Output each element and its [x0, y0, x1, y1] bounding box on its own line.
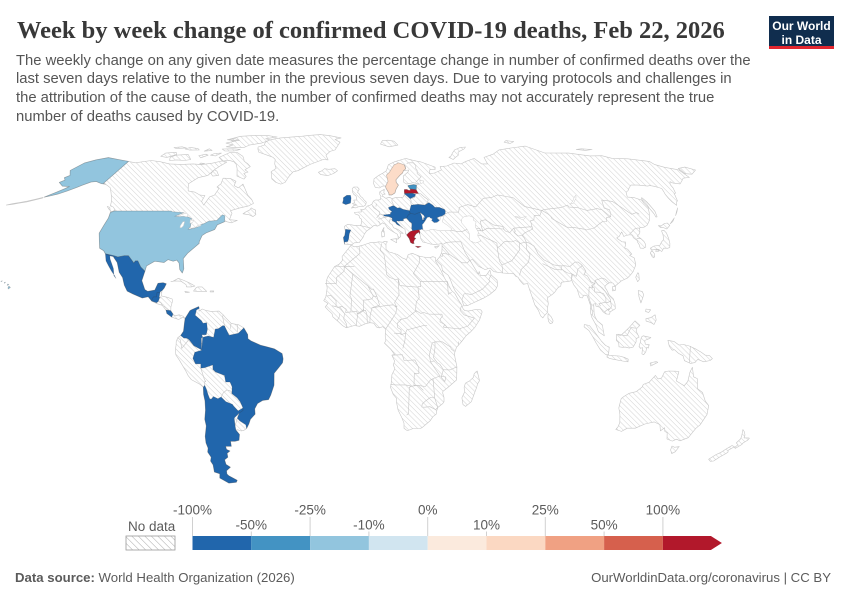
svg-text:-100%: -100%: [173, 503, 212, 518]
svg-text:-25%: -25%: [294, 503, 326, 518]
svg-text:-10%: -10%: [353, 518, 385, 533]
svg-text:0%: 0%: [418, 503, 438, 518]
svg-text:10%: 10%: [473, 518, 500, 533]
svg-text:25%: 25%: [532, 503, 559, 518]
svg-text:50%: 50%: [591, 518, 618, 533]
svg-text:100%: 100%: [646, 503, 681, 518]
svg-text:-50%: -50%: [236, 518, 268, 533]
